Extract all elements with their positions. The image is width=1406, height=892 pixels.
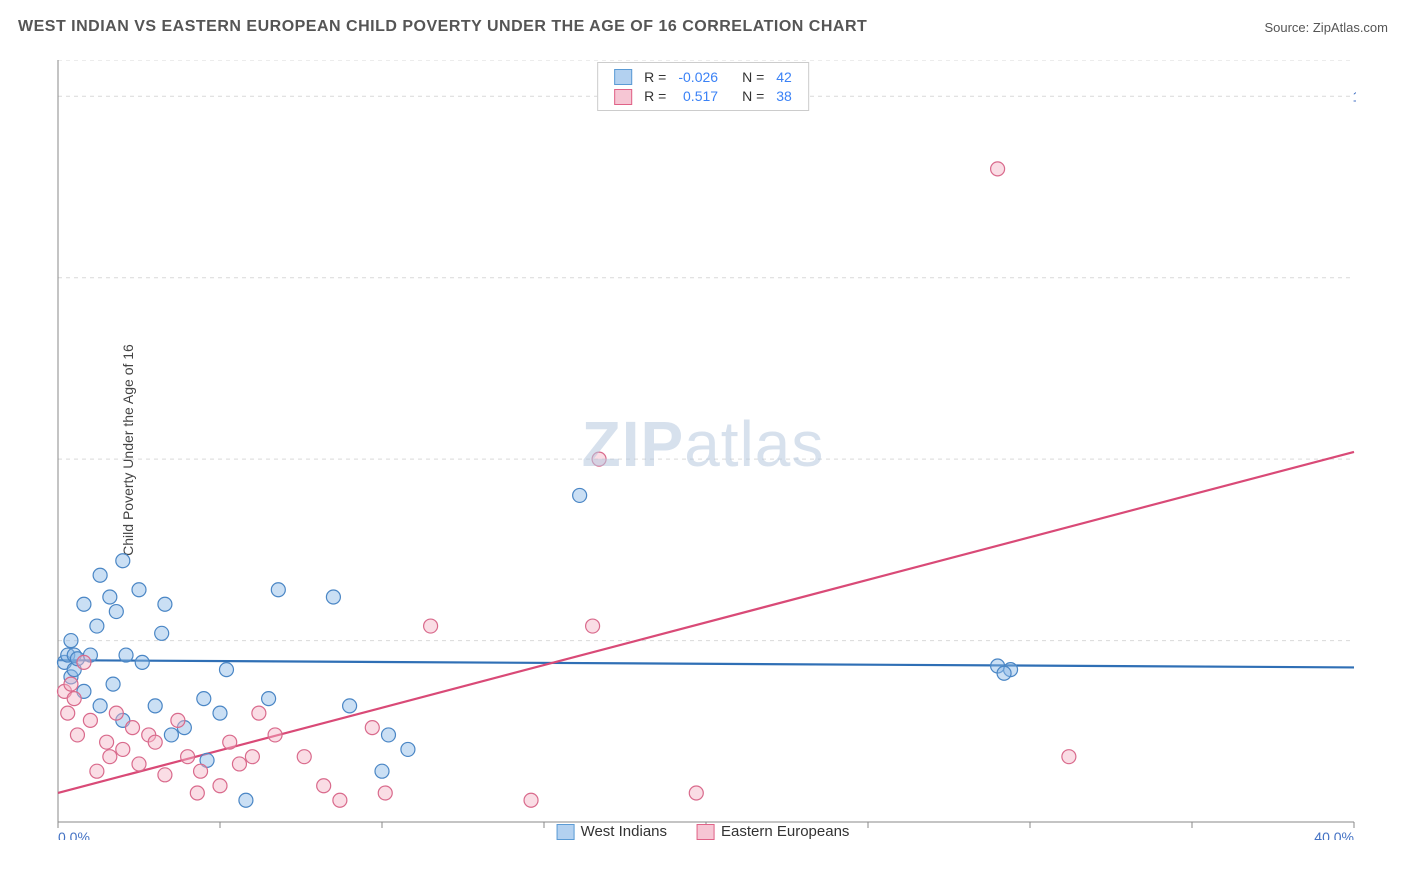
data-point — [573, 488, 587, 502]
series-legend: West Indians Eastern Europeans — [557, 823, 850, 840]
legend-item: West Indians — [557, 823, 667, 840]
data-point — [190, 786, 204, 800]
data-point — [116, 742, 130, 756]
data-point — [90, 764, 104, 778]
data-point — [126, 721, 140, 735]
data-point — [119, 648, 133, 662]
data-point — [100, 735, 114, 749]
data-point — [271, 583, 285, 597]
data-point — [297, 750, 311, 764]
legend-n-value: 42 — [770, 67, 798, 86]
data-point — [997, 666, 1011, 680]
data-point — [326, 590, 340, 604]
data-point — [375, 764, 389, 778]
data-point — [135, 655, 149, 669]
legend-r-value: -0.026 — [672, 67, 724, 86]
data-point — [239, 793, 253, 807]
data-point — [213, 706, 227, 720]
legend-n-label: N = — [736, 86, 770, 105]
data-point — [155, 626, 169, 640]
x-tick-label: 0.0% — [58, 829, 90, 840]
data-point — [245, 750, 259, 764]
data-point — [158, 597, 172, 611]
data-point — [381, 728, 395, 742]
legend-r-label: R = — [638, 67, 672, 86]
legend-row: R =-0.026 N =42 — [608, 67, 798, 86]
legend-r-label: R = — [638, 86, 672, 105]
data-point — [83, 713, 97, 727]
scatter-plot: 25.0%50.0%75.0%100.0%0.0%40.0% — [50, 60, 1356, 840]
data-point — [268, 728, 282, 742]
legend-r-value: 0.517 — [672, 86, 724, 105]
data-point — [77, 597, 91, 611]
data-point — [689, 786, 703, 800]
data-point — [524, 793, 538, 807]
trend-line — [58, 660, 1354, 667]
trend-line — [58, 452, 1354, 793]
data-point — [103, 750, 117, 764]
data-point — [586, 619, 600, 633]
data-point — [70, 728, 84, 742]
data-point — [106, 677, 120, 691]
data-point — [1062, 750, 1076, 764]
x-tick-label: 40.0% — [1314, 829, 1354, 840]
y-tick-label: 100.0% — [1353, 88, 1356, 104]
data-point — [109, 706, 123, 720]
data-point — [109, 605, 123, 619]
data-point — [171, 713, 185, 727]
data-point — [223, 735, 237, 749]
data-point — [213, 779, 227, 793]
legend-label: West Indians — [581, 823, 667, 840]
data-point — [61, 706, 75, 720]
correlation-legend: R =-0.026 N =42 R =0.517 N =38 — [597, 62, 809, 111]
data-point — [197, 692, 211, 706]
legend-swatch — [614, 69, 632, 85]
data-point — [181, 750, 195, 764]
legend-swatch — [614, 89, 632, 105]
data-point — [67, 692, 81, 706]
data-point — [103, 590, 117, 604]
data-point — [232, 757, 246, 771]
data-point — [64, 677, 78, 691]
data-point — [365, 721, 379, 735]
legend-label: Eastern Europeans — [721, 823, 849, 840]
data-point — [132, 583, 146, 597]
chart-container: Child Poverty Under the Age of 16 25.0%5… — [50, 60, 1356, 840]
chart-title: WEST INDIAN VS EASTERN EUROPEAN CHILD PO… — [18, 18, 867, 36]
data-point — [592, 452, 606, 466]
data-point — [219, 663, 233, 677]
data-point — [158, 768, 172, 782]
data-point — [77, 655, 91, 669]
chart-source: Source: ZipAtlas.com — [1264, 20, 1388, 35]
chart-header: WEST INDIAN VS EASTERN EUROPEAN CHILD PO… — [18, 18, 1388, 36]
data-point — [317, 779, 331, 793]
data-point — [194, 764, 208, 778]
legend-row: R =0.517 N =38 — [608, 86, 798, 105]
data-point — [93, 568, 107, 582]
legend-n-label: N = — [736, 67, 770, 86]
data-point — [424, 619, 438, 633]
data-point — [90, 619, 104, 633]
legend-item: Eastern Europeans — [697, 823, 849, 840]
data-point — [401, 742, 415, 756]
data-point — [262, 692, 276, 706]
data-point — [991, 162, 1005, 176]
data-point — [132, 757, 146, 771]
data-point — [64, 634, 78, 648]
data-point — [148, 735, 162, 749]
data-point — [378, 786, 392, 800]
legend-swatch — [557, 824, 575, 840]
legend-swatch — [697, 824, 715, 840]
data-point — [148, 699, 162, 713]
data-point — [93, 699, 107, 713]
data-point — [343, 699, 357, 713]
data-point — [164, 728, 178, 742]
legend-n-value: 38 — [770, 86, 798, 105]
data-point — [252, 706, 266, 720]
data-point — [116, 554, 130, 568]
data-point — [333, 793, 347, 807]
